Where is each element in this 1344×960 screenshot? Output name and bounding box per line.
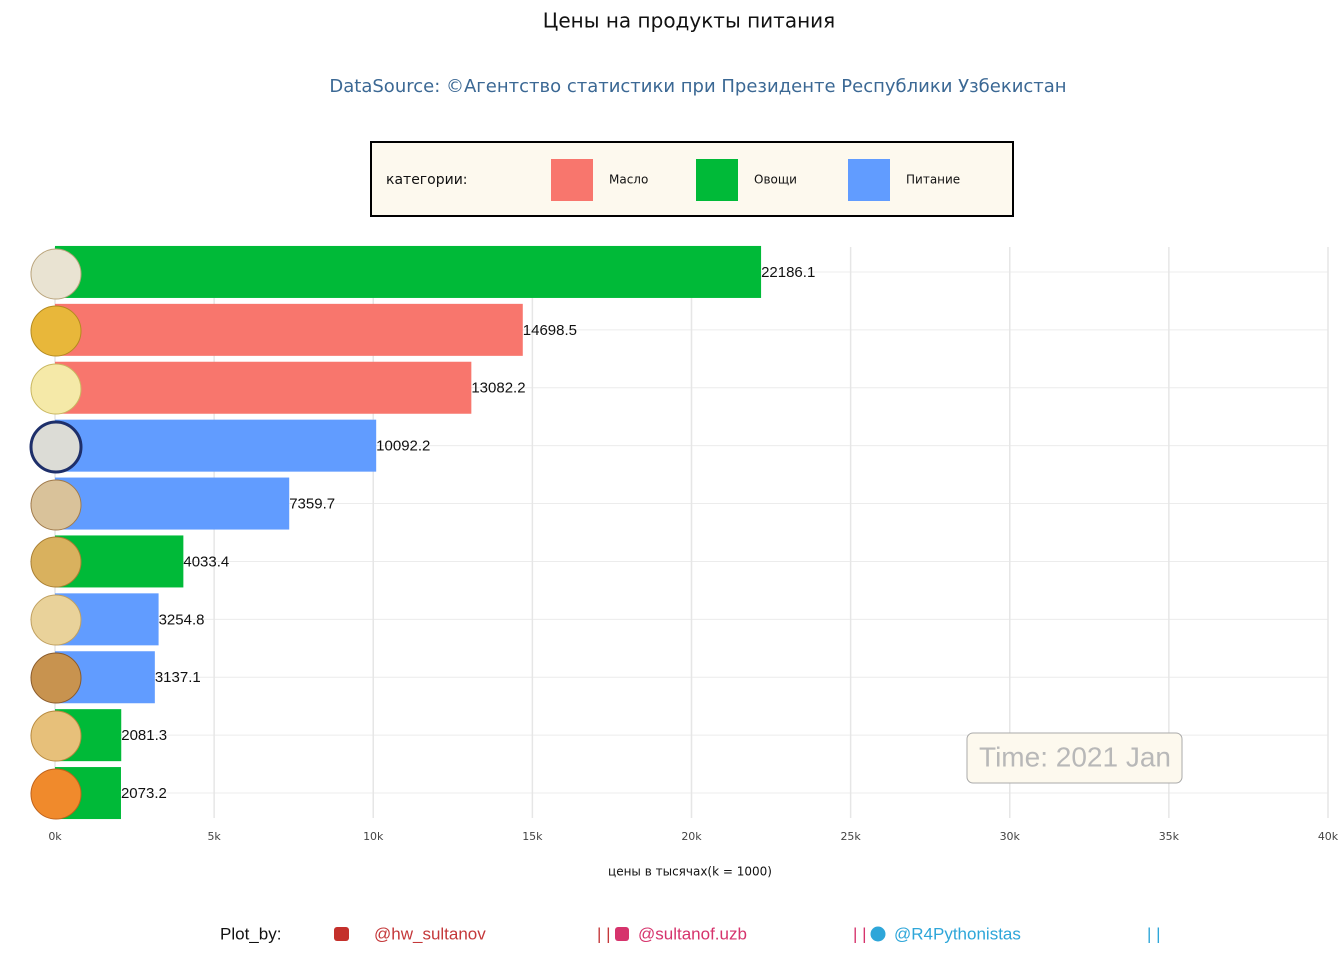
bar — [55, 245, 762, 298]
value-label: 2073.2 — [121, 785, 167, 802]
value-label: 3137.1 — [155, 669, 201, 686]
value-label: 14698.5 — [523, 322, 577, 339]
product-icons — [29, 248, 83, 820]
legend-swatch — [551, 159, 593, 201]
x-tick-label: 5k — [207, 830, 221, 843]
footer-separator: | | — [597, 924, 611, 943]
legend-box — [370, 141, 1014, 217]
x-tick-label: 25k — [840, 830, 861, 843]
value-label: 3254.8 — [159, 611, 205, 628]
chart-subtitle: DataSource: ©Агентство статистики при Пр… — [329, 76, 1066, 97]
x-axis-label: цены в тысячах(k = 1000) — [608, 865, 772, 879]
legend-label: Масло — [609, 173, 648, 187]
x-tick-label: 30k — [1000, 830, 1021, 843]
footer-handle[interactable]: @R4Pythonistas — [894, 924, 1021, 943]
footer-separator: | | — [853, 924, 867, 943]
bar — [55, 303, 523, 356]
telegram-icon — [870, 926, 886, 942]
x-tick-label: 20k — [681, 830, 702, 843]
value-label: 22186.1 — [761, 264, 815, 281]
time-box — [966, 732, 1183, 784]
bar — [55, 477, 290, 530]
legend-label: Питание — [906, 173, 960, 187]
legend-swatch — [848, 159, 890, 201]
legend-label: Овощи — [754, 173, 797, 187]
value-label: 13082.2 — [471, 380, 525, 397]
x-tick-label: 10k — [363, 830, 384, 843]
footer-handle[interactable]: @sultanof.uzb — [638, 924, 747, 943]
youtube-icon — [334, 927, 349, 941]
chart-title: Цены на продукты питания — [543, 9, 835, 33]
value-label: 4033.4 — [183, 553, 229, 570]
footer-handle[interactable]: @hw_sultanov — [374, 924, 486, 943]
instagram-icon — [615, 927, 629, 941]
time-annotation: Time: 2021 Jan — [979, 741, 1171, 772]
x-tick-label: 40k — [1318, 830, 1339, 843]
bar — [55, 419, 377, 472]
value-label: 2081.3 — [121, 727, 167, 744]
legend-swatch — [696, 159, 738, 201]
footer-label: Plot_by: — [220, 924, 281, 943]
footer-separator: | | — [1147, 924, 1161, 943]
x-tick-label: 0k — [48, 830, 62, 843]
legend-title: категории: — [386, 172, 468, 188]
x-tick-label: 35k — [1159, 830, 1180, 843]
value-label: 7359.7 — [289, 496, 335, 513]
bar — [55, 361, 472, 414]
value-label: 10092.2 — [376, 438, 430, 455]
x-tick-label: 15k — [522, 830, 543, 843]
